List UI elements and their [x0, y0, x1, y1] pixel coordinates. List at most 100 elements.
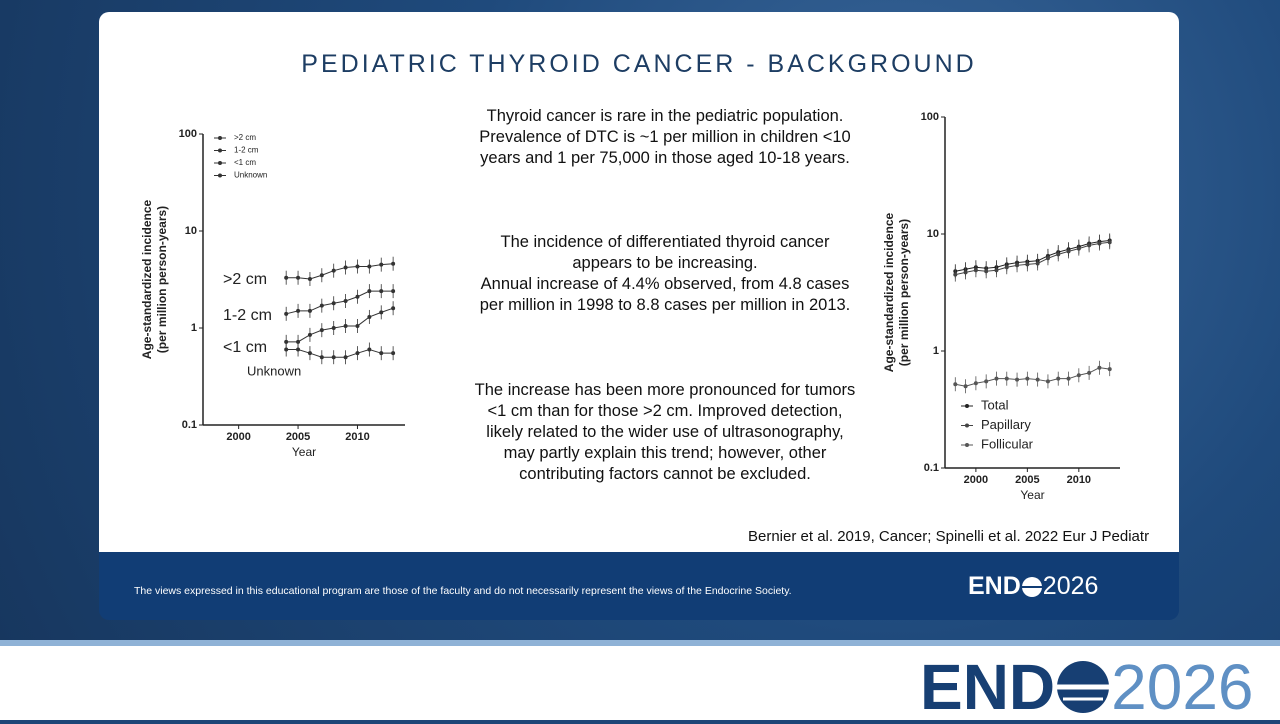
data-point — [391, 261, 396, 266]
data-point — [391, 289, 396, 294]
legend-marker — [965, 443, 969, 447]
data-point — [1076, 246, 1081, 251]
x-tick-label: 2000 — [964, 474, 988, 486]
text-line: The increase has been more pronounced fo… — [474, 381, 856, 399]
data-point — [343, 355, 348, 360]
data-point — [355, 294, 360, 299]
data-point — [963, 270, 968, 275]
data-point — [284, 347, 289, 352]
data-point — [296, 275, 301, 280]
paragraph: Thyroid cancer is rare in the pediatric … — [440, 106, 890, 169]
data-point — [307, 308, 312, 313]
text-line: appears to be increasing. — [572, 254, 758, 272]
series-line — [286, 290, 394, 315]
legend-label: Total — [981, 397, 1009, 412]
data-point — [379, 262, 384, 267]
y-axis-label: (per million person-years) — [897, 219, 911, 366]
data-point — [284, 275, 289, 280]
data-point — [284, 311, 289, 316]
data-point — [367, 289, 372, 294]
text-line: The incidence of differentiated thyroid … — [500, 233, 830, 251]
data-point — [319, 328, 324, 333]
text-line: <1 cm than for those >2 cm. Improved det… — [487, 402, 843, 420]
data-point — [307, 277, 312, 282]
legend-marker — [218, 148, 222, 153]
paragraph: The increase has been more pronounced fo… — [440, 380, 890, 485]
data-point — [1066, 376, 1071, 381]
paragraph: The incidence of differentiated thyroid … — [440, 232, 890, 316]
legend-marker — [965, 423, 969, 428]
citation: Bernier et al. 2019, Cancer; Spinelli et… — [748, 528, 1150, 545]
data-point — [1087, 370, 1092, 375]
data-point — [307, 332, 312, 337]
data-point — [1107, 367, 1112, 372]
data-point — [379, 289, 384, 294]
data-point — [1066, 249, 1071, 254]
series-line — [286, 348, 394, 358]
text-line: per million in 1998 to 8.8 cases per mil… — [479, 296, 851, 314]
series-line — [286, 263, 394, 280]
y-tick-label: 1 — [933, 345, 939, 357]
data-point — [994, 268, 999, 273]
text-line: may partly explain this trend; however, … — [503, 444, 827, 462]
series-line — [955, 367, 1110, 387]
series-line — [955, 239, 1110, 272]
data-point — [379, 310, 384, 315]
data-point — [391, 306, 396, 311]
data-point — [1025, 262, 1030, 267]
data-point — [319, 303, 324, 308]
legend-marker — [218, 173, 222, 178]
data-point — [984, 379, 989, 384]
x-axis-label: Year — [292, 445, 316, 459]
annotation: Unknown — [247, 363, 301, 378]
x-tick-label: 2010 — [1067, 474, 1091, 486]
data-point — [343, 265, 348, 270]
legend-label: Follicular — [981, 436, 1034, 451]
data-point — [1097, 365, 1102, 370]
data-point — [284, 339, 289, 344]
data-point — [331, 301, 336, 306]
data-point — [1004, 376, 1009, 381]
y-tick-label: 0.1 — [924, 462, 939, 474]
data-point — [973, 381, 978, 386]
data-point — [953, 382, 958, 387]
data-point — [296, 347, 301, 352]
data-point — [355, 323, 360, 328]
y-tick-label: 100 — [179, 128, 197, 140]
data-point — [1025, 376, 1030, 381]
data-point — [343, 298, 348, 303]
data-point — [994, 376, 999, 381]
footer-logo: END 2026 — [968, 572, 1098, 601]
data-point — [355, 351, 360, 356]
data-point — [1056, 252, 1061, 257]
data-point — [963, 384, 968, 389]
x-tick-label: 2000 — [226, 431, 250, 443]
series-line — [286, 307, 394, 343]
data-point — [307, 351, 312, 356]
data-point — [379, 351, 384, 356]
data-point — [984, 269, 989, 274]
y-tick-label: 1 — [191, 322, 197, 334]
legend-marker — [218, 136, 222, 140]
data-point — [1015, 377, 1020, 382]
data-point — [1045, 256, 1050, 261]
data-point — [1087, 243, 1092, 248]
legend-marker — [218, 161, 222, 165]
legend-label: Papillary — [981, 417, 1031, 432]
y-axis-label: Age-standardized incidence — [140, 199, 154, 359]
annotation: 1-2 cm — [223, 307, 272, 324]
data-point — [391, 351, 396, 356]
data-point — [1097, 241, 1102, 246]
legend-label: <1 cm — [234, 158, 256, 167]
y-axis-label: (per million person-years) — [155, 206, 169, 353]
x-tick-label: 2010 — [345, 431, 369, 443]
data-point — [1004, 265, 1009, 270]
logo-year: 2026 — [1042, 572, 1099, 600]
text-line: Prevalence of DTC is ~1 per million in c… — [479, 128, 851, 146]
data-point — [367, 264, 372, 269]
data-point — [1056, 376, 1061, 381]
logo-globe — [1057, 661, 1110, 713]
y-tick-label: 10 — [927, 228, 939, 240]
